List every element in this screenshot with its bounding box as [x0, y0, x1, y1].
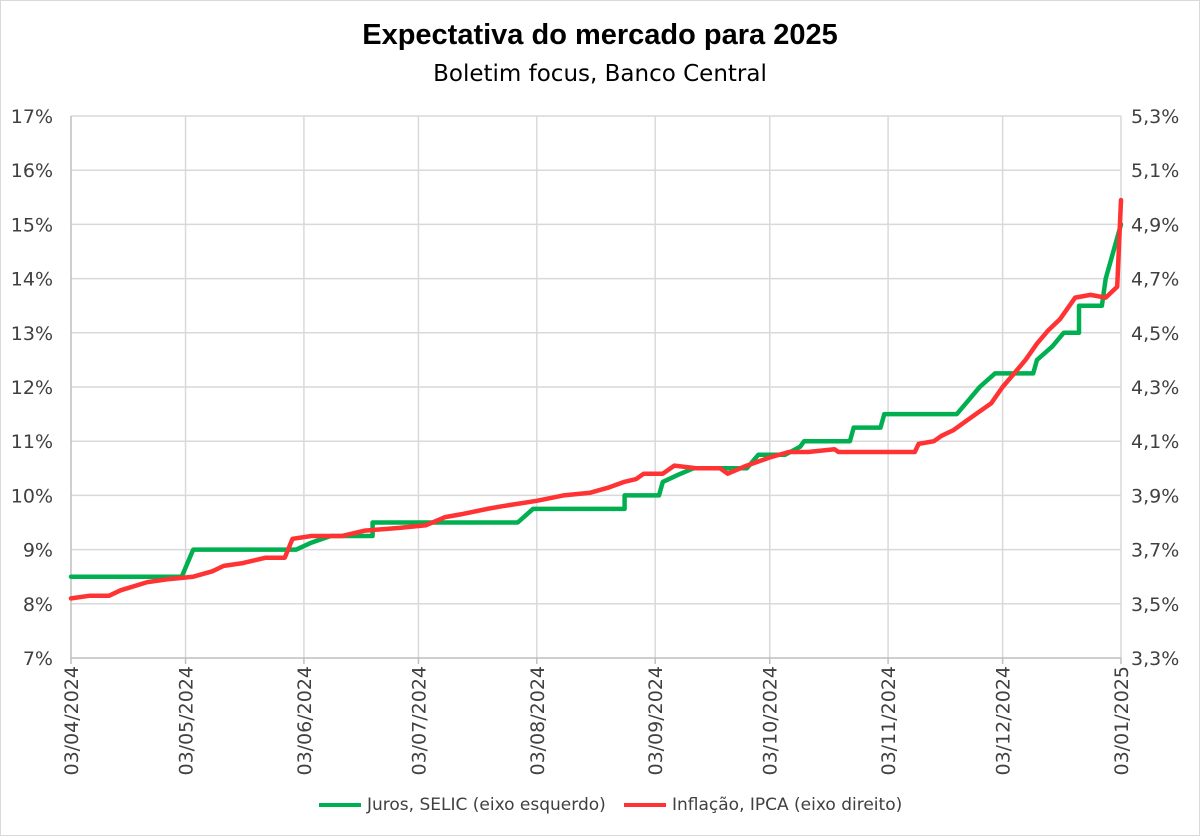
y-tick-label-left: 9% — [23, 540, 53, 562]
x-tick-label: 03/10/2024 — [760, 666, 782, 776]
x-tick-label: 03/01/2025 — [1111, 666, 1133, 776]
x-tick-label: 03/11/2024 — [878, 666, 900, 776]
y-tick-label-right: 3,7% — [1131, 540, 1179, 562]
legend-item: Inflação, IPCA (eixo direito) — [624, 795, 902, 815]
y-tick-label-left: 17% — [11, 106, 53, 128]
y-tick-label-left: 16% — [11, 160, 53, 182]
x-tick-label: 03/07/2024 — [408, 666, 430, 776]
y-tick-label-right: 3,5% — [1131, 594, 1179, 616]
y-tick-label-left: 15% — [11, 214, 53, 236]
y-tick-label-right: 3,9% — [1131, 485, 1179, 507]
x-tick-label: 03/09/2024 — [645, 666, 667, 776]
y-tick-label-right: 3,3% — [1131, 648, 1179, 670]
legend-swatch — [319, 803, 361, 807]
y-tick-label-left: 14% — [11, 269, 53, 291]
y-tick-label-right: 4,5% — [1131, 323, 1179, 345]
legend-label: Juros, SELIC (eixo esquerdo) — [367, 795, 606, 815]
y-tick-label-right: 4,1% — [1131, 431, 1179, 453]
chart-subtitle: Boletim focus, Banco Central — [433, 61, 767, 87]
x-tick-label: 03/04/2024 — [61, 666, 83, 776]
series-line-ipca — [68, 197, 1124, 601]
x-tick-label: 03/08/2024 — [527, 666, 549, 776]
y-tick-label-left: 11% — [11, 431, 53, 453]
y-tick-label-left: 8% — [23, 594, 53, 616]
y-tick-label-right: 4,9% — [1131, 214, 1179, 236]
y-tick-label-right: 5,3% — [1131, 106, 1179, 128]
y-tick-label-left: 13% — [11, 323, 53, 345]
legend-item: Juros, SELIC (eixo esquerdo) — [319, 795, 606, 815]
legend-swatch — [624, 803, 666, 807]
chart-title: Expectativa do mercado para 2025 — [362, 19, 838, 51]
y-tick-label-left: 12% — [11, 377, 53, 399]
y-tick-label-left: 7% — [23, 648, 53, 670]
legend: Juros, SELIC (eixo esquerdo) Inflação, IP… — [1, 795, 1199, 819]
x-tick-label: 03/12/2024 — [993, 666, 1015, 776]
x-tick-label: 03/06/2024 — [294, 666, 316, 776]
x-tick-label: 03/05/2024 — [176, 666, 198, 776]
legend-label: Inflação, IPCA (eixo direito) — [672, 795, 903, 815]
y-tick-label-left: 10% — [11, 485, 53, 507]
y-tick-label-right: 4,7% — [1131, 269, 1179, 291]
series-line-selic — [68, 222, 1124, 579]
y-tick-label-right: 5,1% — [1131, 160, 1179, 182]
y-tick-label-right: 4,3% — [1131, 377, 1179, 399]
